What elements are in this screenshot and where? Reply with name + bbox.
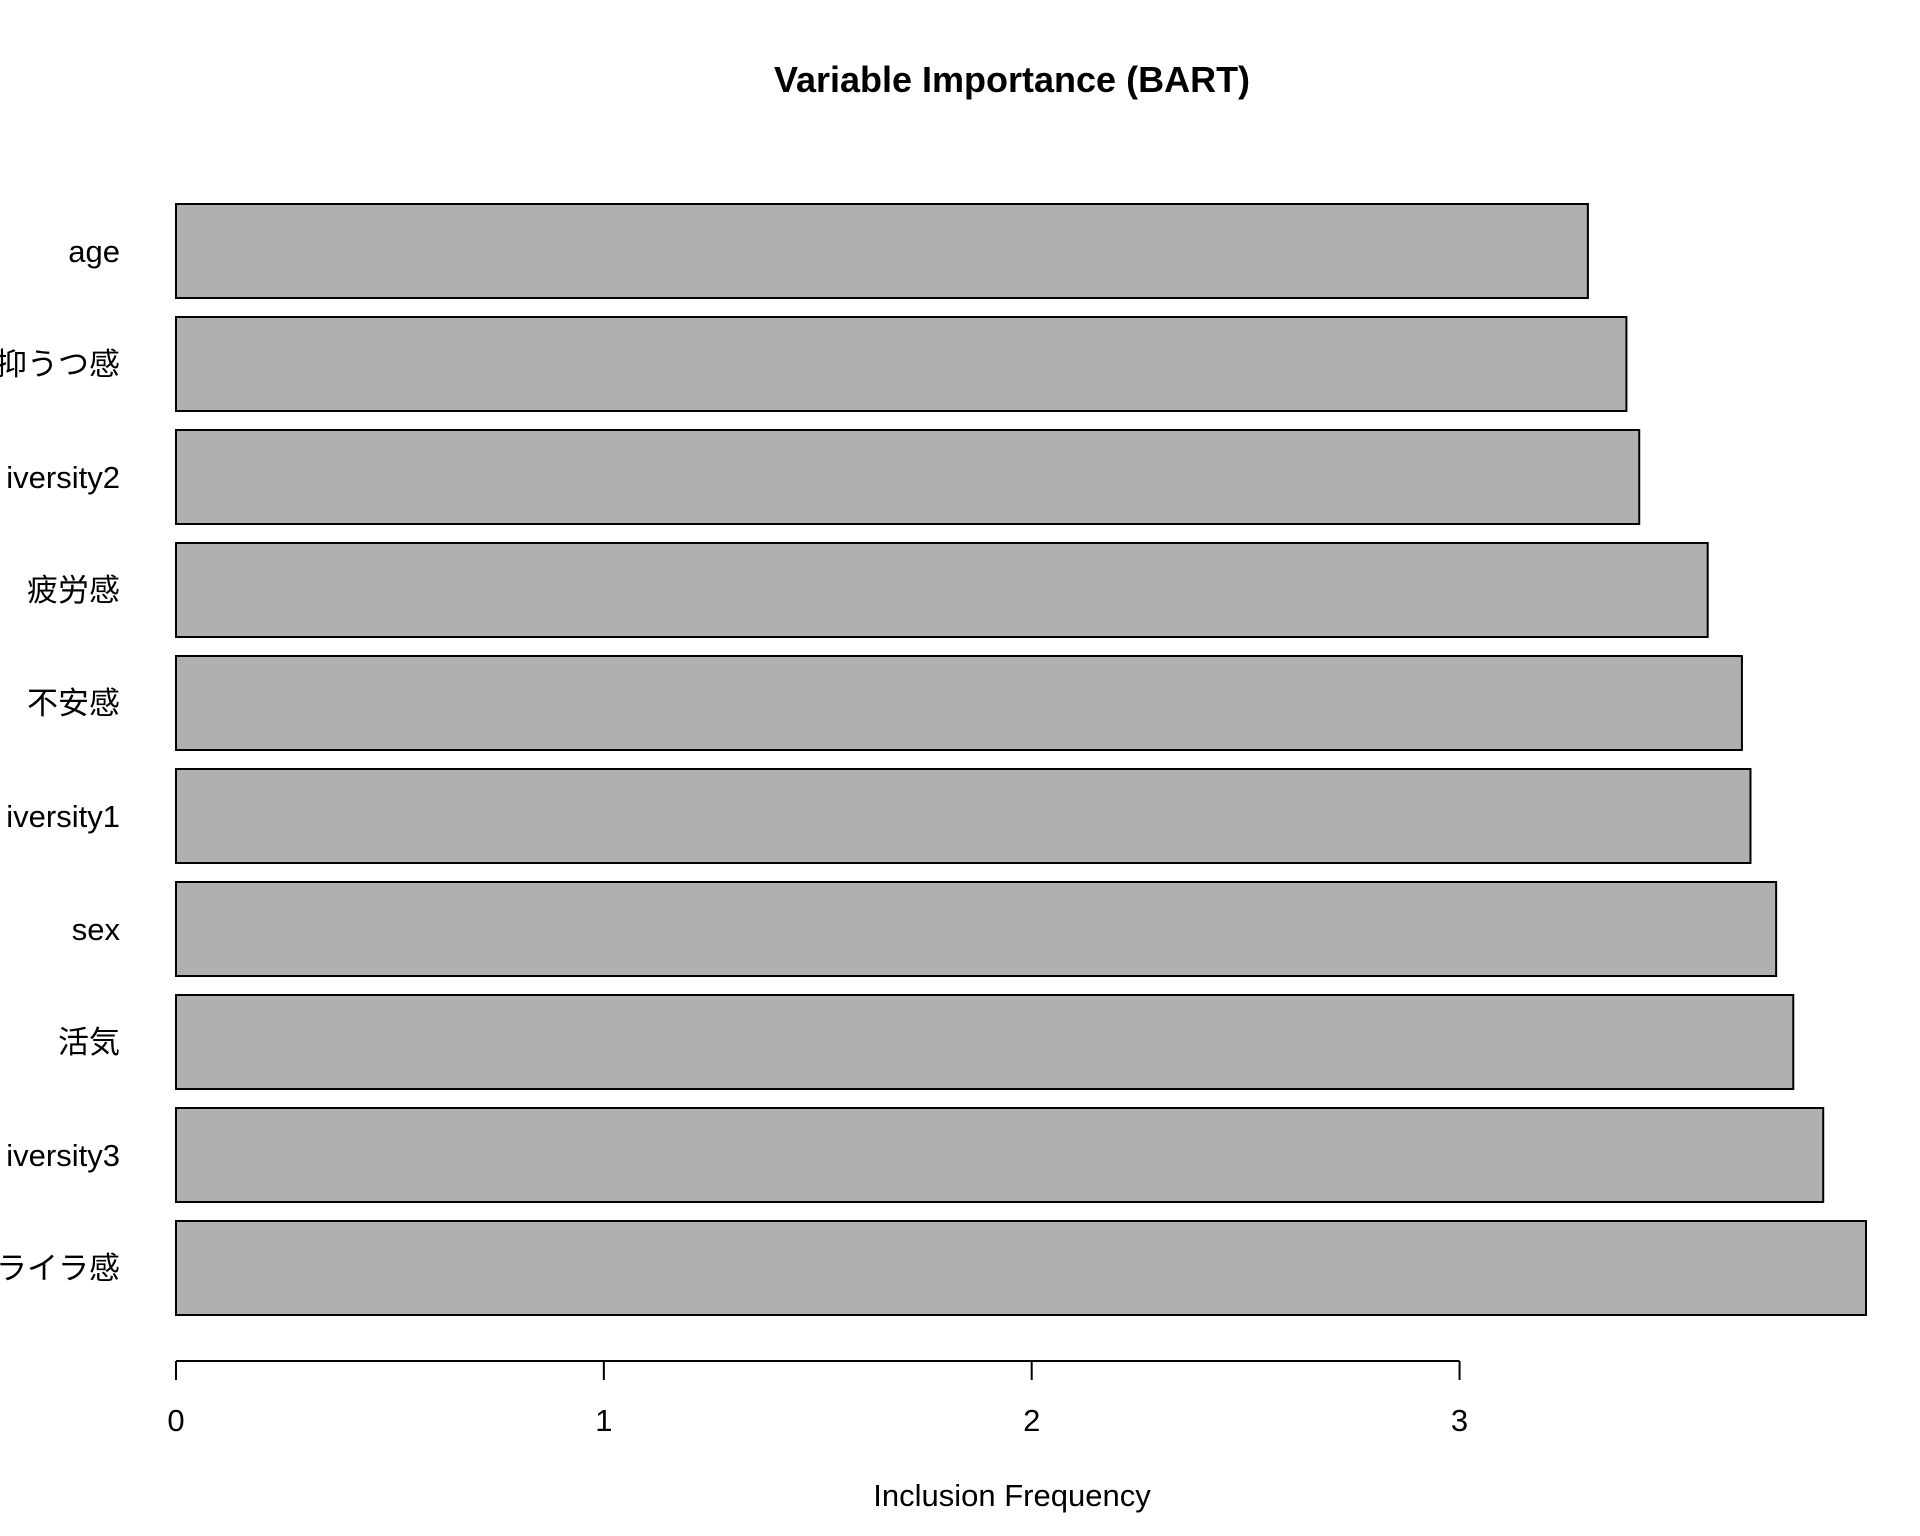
category-label-5: iversity1	[6, 799, 120, 834]
category-label-0: age	[68, 234, 120, 269]
bar-3	[175, 542, 1709, 638]
bar-1	[175, 316, 1628, 412]
bars-group	[175, 203, 1867, 1316]
bar-0	[175, 203, 1589, 299]
bar-2	[175, 429, 1641, 525]
category-label-1: 抑うつ感	[0, 347, 120, 382]
x-tick-label-2: 2	[1023, 1403, 1040, 1438]
bar-5	[175, 768, 1752, 864]
category-label-8: iversity3	[6, 1138, 120, 1173]
category-label-6: sex	[72, 912, 121, 947]
category-label-7: 活気	[58, 1025, 120, 1060]
chart-title: Variable Importance (BART)	[774, 59, 1250, 100]
category-label-4: 不安感	[27, 686, 120, 721]
x-axis-title: Inclusion Frequency	[873, 1478, 1151, 1513]
x-tick-label-1: 1	[595, 1403, 612, 1438]
bar-9	[175, 1220, 1867, 1316]
x-tick-label-3: 3	[1451, 1403, 1468, 1438]
category-label-3: 疲労感	[27, 573, 120, 608]
x-tick-label-0: 0	[167, 1403, 184, 1438]
x-axis: 0 1 2 3	[167, 1360, 1468, 1438]
category-label-2: iversity2	[6, 460, 120, 495]
bar-8	[175, 1107, 1825, 1203]
category-label-9: ライラ感	[0, 1251, 120, 1286]
bar-4	[175, 655, 1743, 751]
bar-7	[175, 994, 1795, 1090]
bar-6	[175, 881, 1778, 977]
